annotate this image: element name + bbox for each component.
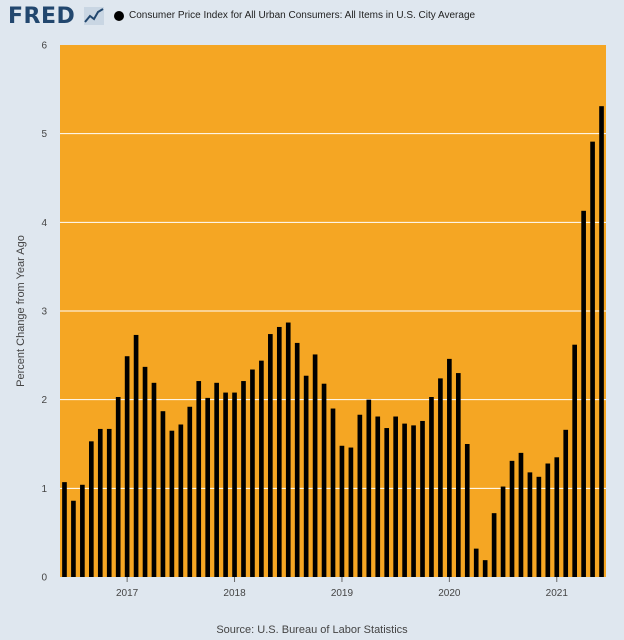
y-axis-tick-labels: 0 1 2 3 4 5 6 <box>41 41 47 584</box>
bar-2019-06[interactable] <box>384 428 390 577</box>
bar-2021-05[interactable] <box>590 141 595 577</box>
bar-2020-08[interactable] <box>509 460 515 577</box>
fred-logo[interactable]: FRED <box>8 4 76 29</box>
bar-2021-04[interactable] <box>581 210 586 577</box>
bar-2018-09[interactable] <box>303 375 309 577</box>
y-tick-label: 0 <box>41 573 47 584</box>
bar-2017-03[interactable] <box>142 366 148 577</box>
bar-2019-03[interactable] <box>357 414 363 577</box>
legend-marker <box>114 11 124 21</box>
bar-2019-08[interactable] <box>402 423 407 577</box>
bar-2018-07[interactable] <box>285 322 291 577</box>
bar-2016-08[interactable] <box>80 484 85 577</box>
bar-2017-12[interactable] <box>223 392 228 577</box>
bar-2016-06[interactable] <box>62 482 67 577</box>
bar-2018-04[interactable] <box>259 360 264 577</box>
bar-2016-07[interactable] <box>71 500 76 577</box>
y-tick-label: 4 <box>41 218 47 229</box>
bar-2020-09[interactable] <box>518 452 524 577</box>
bar-2019-10[interactable] <box>420 420 425 577</box>
bar-2017-05[interactable] <box>160 411 166 577</box>
bar-series <box>62 106 604 578</box>
bar-2017-04[interactable] <box>151 382 157 577</box>
bar-2019-09[interactable] <box>411 425 416 577</box>
bar-2018-06[interactable] <box>276 326 282 577</box>
bar-2019-04[interactable] <box>366 399 372 577</box>
x-tick-label: 2017 <box>116 588 139 599</box>
legend-label: Consumer Price Index for All Urban Consu… <box>129 10 476 21</box>
bar-2020-11[interactable] <box>536 476 542 577</box>
bar-2017-06[interactable] <box>169 430 175 577</box>
bar-2020-03[interactable] <box>464 444 470 577</box>
y-tick-label: 5 <box>41 129 47 140</box>
y-tick-label: 6 <box>41 41 47 52</box>
bar-2017-01[interactable] <box>124 356 130 577</box>
bar-2019-05[interactable] <box>375 416 381 577</box>
bar-2016-11[interactable] <box>106 428 112 577</box>
cpi-bar-chart: 0 1 2 3 4 5 6 2017 2018 2019 2020 2021 Percent Cha… <box>15 41 606 599</box>
bar-2020-01[interactable] <box>447 358 452 577</box>
bar-2018-01[interactable] <box>232 392 237 577</box>
line-graph-icon <box>84 7 104 25</box>
bar-2020-02[interactable] <box>455 373 461 577</box>
bar-2021-02[interactable] <box>563 429 569 577</box>
x-tick-label: 2019 <box>331 588 354 599</box>
y-tick-label: 3 <box>41 307 47 318</box>
bar-2018-03[interactable] <box>250 369 255 577</box>
y-axis-title: Percent Change from Year Ago <box>15 235 27 387</box>
bar-2016-09[interactable] <box>89 441 94 577</box>
bar-2017-10[interactable] <box>205 397 211 577</box>
x-tick-label: 2021 <box>546 588 569 599</box>
bar-2020-10[interactable] <box>527 472 533 577</box>
bar-2018-02[interactable] <box>241 381 246 577</box>
x-axis-tick-labels: 2017 2018 2019 2020 2021 <box>116 577 568 599</box>
bar-2021-01[interactable] <box>554 457 560 577</box>
bar-2020-04[interactable] <box>473 548 479 577</box>
bar-2020-06[interactable] <box>491 513 497 577</box>
bar-2021-06[interactable] <box>599 106 604 578</box>
y-tick-label: 1 <box>41 484 47 495</box>
bar-2017-07[interactable] <box>178 424 184 577</box>
bar-2019-02[interactable] <box>348 447 354 577</box>
bar-2017-08[interactable] <box>187 406 193 577</box>
bar-2019-11[interactable] <box>429 397 434 577</box>
bar-2021-03[interactable] <box>572 344 577 577</box>
bar-2018-05[interactable] <box>268 334 273 577</box>
bar-2019-07[interactable] <box>393 416 398 577</box>
bar-2018-12[interactable] <box>330 408 336 577</box>
bar-2016-12[interactable] <box>115 397 121 577</box>
bar-2020-05[interactable] <box>482 560 488 577</box>
bar-2018-08[interactable] <box>294 342 300 577</box>
y-tick-label: 2 <box>41 395 47 406</box>
x-tick-label: 2018 <box>223 588 246 599</box>
bar-2020-12[interactable] <box>545 463 551 577</box>
chart-header: FRED Consumer Price Index for All Urban … <box>0 0 624 36</box>
bar-2017-11[interactable] <box>214 382 219 577</box>
x-tick-label: 2020 <box>438 588 461 599</box>
bar-2016-10[interactable] <box>97 428 103 577</box>
bar-2019-01[interactable] <box>339 445 345 577</box>
bar-2017-09[interactable] <box>196 381 202 577</box>
bar-2018-11[interactable] <box>321 383 327 577</box>
bar-2019-12[interactable] <box>438 378 443 577</box>
bar-2020-07[interactable] <box>500 486 506 577</box>
source-note: Source: U.S. Bureau of Labor Statistics <box>216 624 408 636</box>
bar-2017-02[interactable] <box>133 334 139 577</box>
bar-2018-10[interactable] <box>312 354 318 577</box>
